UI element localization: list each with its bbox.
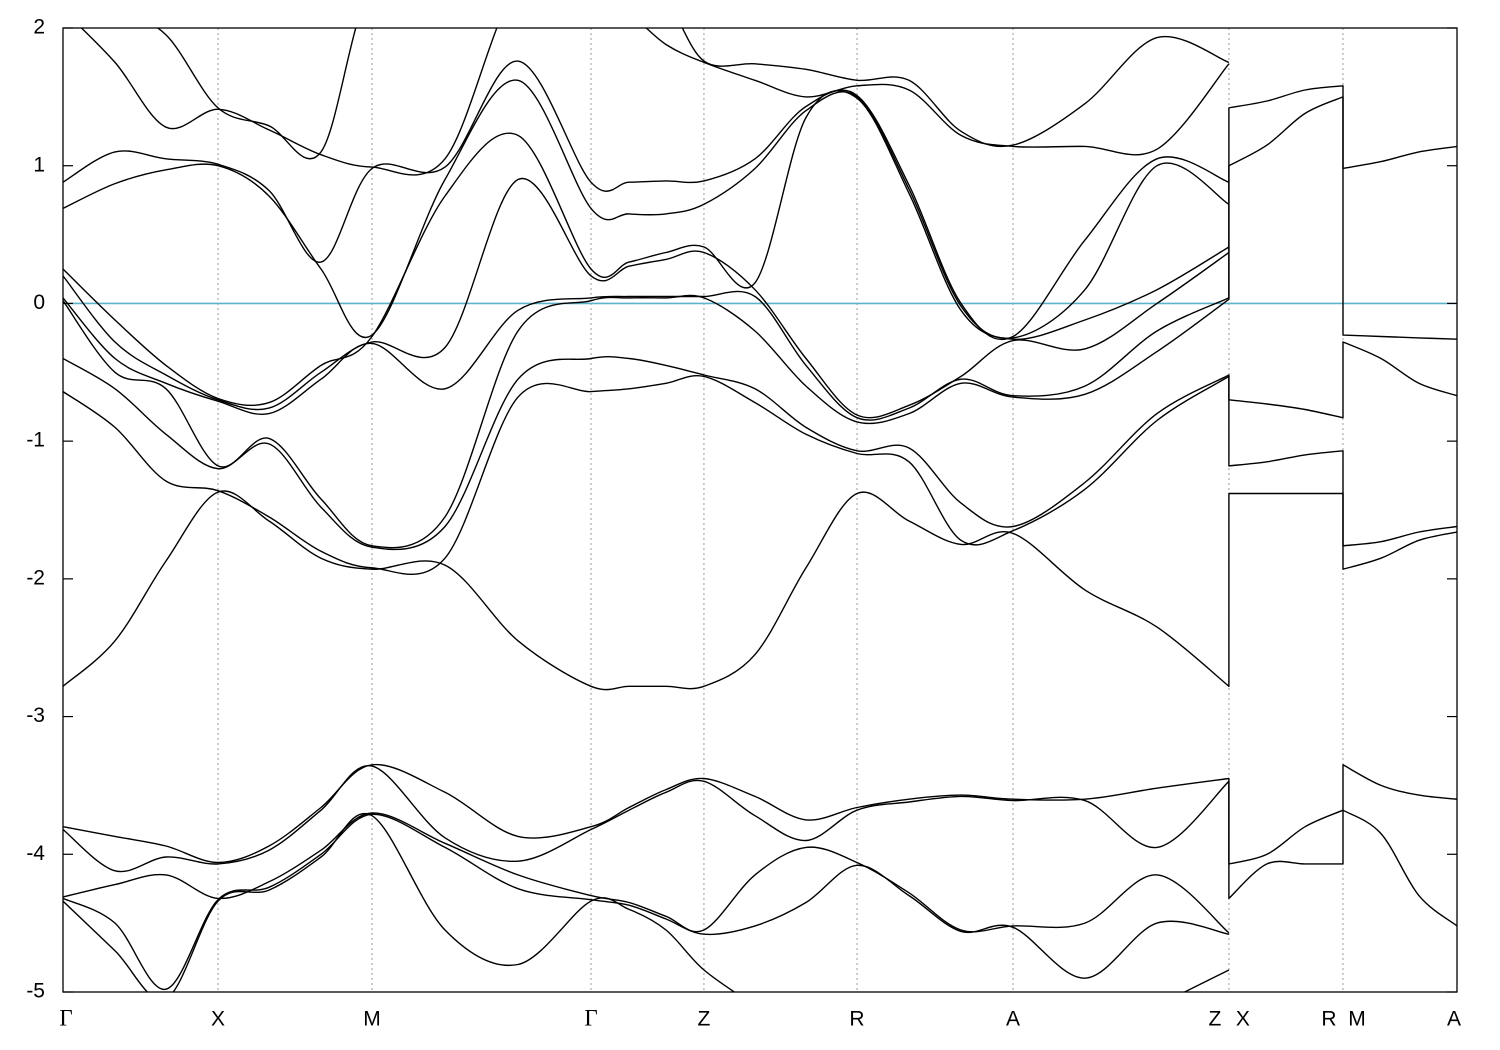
x-tick-label: Γ (59, 1005, 72, 1030)
x-tick-label: X (211, 1008, 225, 1031)
band-line (63, 490, 1457, 691)
x-tick-label: R (1321, 1008, 1336, 1031)
x-tick-label: R (849, 1008, 864, 1031)
y-tick-label: -2 (26, 566, 45, 589)
band-line (63, 60, 1230, 341)
y-tick-label: 0 (33, 291, 45, 314)
band-line (156, 28, 1230, 160)
band-line (63, 177, 1230, 419)
x-tick-label: X (1236, 1008, 1250, 1031)
y-tick-label: 1 (33, 153, 45, 176)
bands (63, 28, 1457, 992)
band-line (63, 374, 1457, 575)
x-tick-label: Z (1209, 1008, 1222, 1031)
x-tick-label: Γ (584, 1005, 597, 1030)
x-tick-label: A (1447, 1008, 1461, 1031)
plot-frame (62, 27, 1458, 993)
y-tick-label: 2 (33, 16, 45, 39)
band-line (63, 341, 1457, 551)
y-tick-label: -5 (26, 980, 45, 1003)
band-line (63, 765, 1457, 927)
x-tick-label: Z (698, 1008, 711, 1031)
x-tick-label: M (363, 1008, 381, 1031)
y-tick-label: -3 (26, 704, 45, 727)
band-line (63, 813, 1230, 990)
band-line (63, 763, 1457, 865)
y-tick-label: -4 (26, 842, 45, 865)
x-tick-label: A (1006, 1008, 1020, 1031)
band-line (63, 85, 1457, 421)
band-line (63, 96, 1457, 549)
band-line (63, 90, 1230, 407)
band-line (63, 812, 1230, 934)
band-line (63, 812, 1230, 992)
y-tick-label: -1 (26, 429, 45, 452)
band-line (80, 28, 1230, 176)
grid (217, 28, 1344, 992)
x-tick-label: M (1348, 1008, 1366, 1031)
